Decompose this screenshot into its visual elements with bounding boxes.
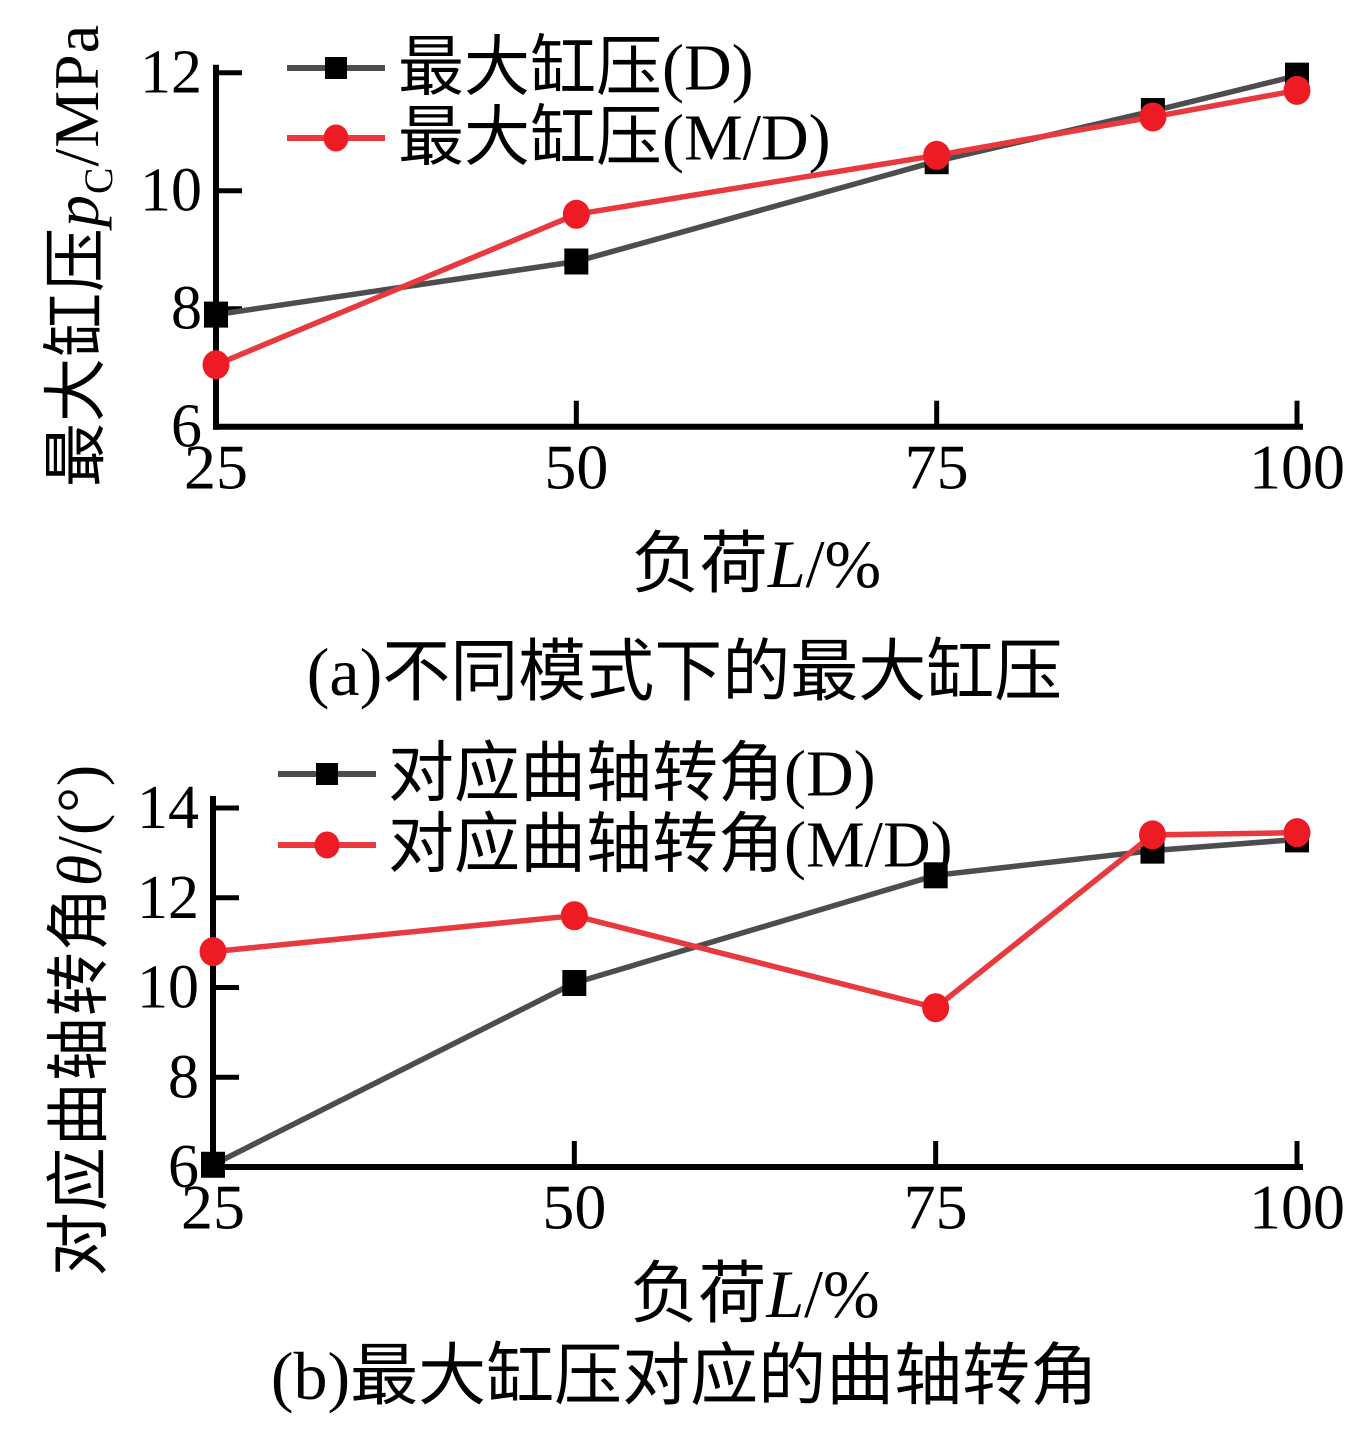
y-tick-label: 6 xyxy=(168,1133,199,1201)
data-point-circle xyxy=(1283,75,1311,105)
y-tick-label: 12 xyxy=(140,39,202,107)
chart-b-plot-area: 6 8 10 12 14 25 50 75 100 对应曲轴转角(D)对应曲轴转角(M/D) xyxy=(137,738,1345,1243)
chart-a-caption: (a)不同模式下的最大缸压 xyxy=(306,634,1063,710)
chart-b-axes: 6 8 10 12 14 25 50 75 100 xyxy=(137,774,1345,1243)
chart-b-series-md xyxy=(199,818,1311,1023)
x-tick-label: 100 xyxy=(1249,431,1345,502)
legend-square-marker-icon xyxy=(325,57,347,79)
legend-circle-marker-icon xyxy=(323,124,349,152)
x-tick-label: 50 xyxy=(542,1172,606,1243)
y-tick-label: 14 xyxy=(137,774,199,842)
legend-item-d: 对应曲轴转角(D) xyxy=(278,738,876,811)
chart-a-x-axis-label: 负荷L/% xyxy=(216,508,1297,607)
data-point-square xyxy=(923,862,948,889)
chart-b-xlabel-symbol: L xyxy=(766,1256,805,1332)
y-tick-label: 8 xyxy=(171,275,202,343)
legend-item-md: 对应曲轴转角(M/D) xyxy=(278,809,953,882)
chart-b-x-axis-label: 负荷L/% xyxy=(213,1238,1297,1337)
y-tick-label: 12 xyxy=(137,864,199,932)
data-point-circle xyxy=(1139,102,1167,132)
data-point-circle xyxy=(202,350,230,380)
x-tick-label: 25 xyxy=(181,1172,245,1243)
chart-a-xlabel-symbol: L xyxy=(767,526,806,602)
x-tick-label: 50 xyxy=(544,431,608,502)
chart-a-series-md xyxy=(202,75,1311,380)
legend-label: 对应曲轴转角(M/D) xyxy=(388,809,953,882)
data-point-square xyxy=(204,301,228,328)
chart-b-xlabel-unit: /% xyxy=(804,1256,880,1332)
x-tick-label: 75 xyxy=(904,1172,968,1243)
data-point-circle xyxy=(1138,820,1166,850)
y-tick-label: 10 xyxy=(140,157,202,225)
legend-square-marker-icon xyxy=(316,763,338,785)
chart-a-xlabel-cjk: 负荷 xyxy=(631,526,768,602)
data-point-circle xyxy=(562,199,590,229)
data-point-circle xyxy=(1283,818,1311,848)
legend-circle-marker-icon xyxy=(314,831,340,859)
legend-label: 最大缸压(D) xyxy=(398,32,754,105)
y-tick-label: 6 xyxy=(171,393,202,461)
legend-label: 最大缸压(M/D) xyxy=(398,102,831,175)
data-point-square xyxy=(562,970,587,997)
series-line xyxy=(211,836,1298,1168)
legend-item-md: 最大缸压(M/D) xyxy=(287,102,831,175)
y-tick-label: 8 xyxy=(168,1043,199,1111)
legend-item-d: 最大缸压(D) xyxy=(287,32,754,105)
chart-a-plot-area: 6 8 10 12 25 50 75 100 最大缸压(D)最大缸压(M/D) xyxy=(140,32,1345,503)
data-point-circle xyxy=(923,140,951,170)
chart-b-series-d xyxy=(201,826,1309,1178)
data-point-square xyxy=(201,1151,225,1178)
chart-a-legend: 最大缸压(D)最大缸压(M/D) xyxy=(287,32,831,175)
chart-a-axes: 6 8 10 12 25 50 75 100 xyxy=(140,39,1345,503)
data-point-circle xyxy=(560,901,588,931)
data-point-circle xyxy=(922,993,950,1023)
data-point-square xyxy=(564,248,589,275)
legend-label: 对应曲轴转角(D) xyxy=(388,738,876,811)
data-point-circle xyxy=(199,937,227,967)
x-tick-label: 25 xyxy=(184,431,248,502)
chart-b-xlabel-cjk: 负荷 xyxy=(630,1256,767,1332)
y-tick-label: 10 xyxy=(137,954,199,1022)
x-tick-label: 75 xyxy=(905,431,969,502)
chart-b-caption: (b)最大缸压对应的曲轴转角 xyxy=(270,1338,1099,1414)
chart-b-legend: 对应曲轴转角(D)对应曲轴转角(M/D) xyxy=(278,738,953,882)
chart-a-xlabel-unit: /% xyxy=(805,526,882,602)
x-tick-label: 100 xyxy=(1249,1172,1345,1243)
